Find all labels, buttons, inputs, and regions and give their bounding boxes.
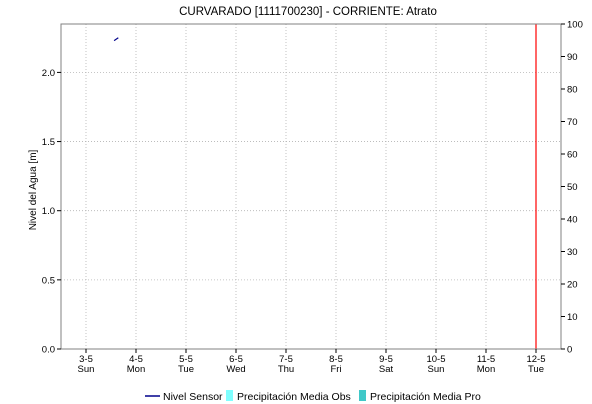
legend: Nivel Sensor Precipitación Media Obs Pre… bbox=[145, 390, 481, 403]
y-tick-label: 0.5 bbox=[42, 275, 55, 286]
left-y-axis: 0.0 0.5 1.0 1.5 2.0 bbox=[42, 68, 61, 356]
y2-tick-label: 70 bbox=[567, 117, 578, 128]
x-tick-label-day: Sun bbox=[428, 364, 445, 375]
x-tick-label-day: Wed bbox=[226, 364, 245, 375]
legend-label-nivel-sensor: Nivel Sensor bbox=[163, 391, 223, 403]
legend-item-precipitacion-obs: Precipitación Media Obs bbox=[226, 390, 351, 403]
legend-color-swatch bbox=[359, 390, 366, 401]
x-tick-label-day: Mon bbox=[127, 364, 145, 375]
y2-tick-label: 20 bbox=[567, 280, 578, 291]
y2-tick-label: 80 bbox=[567, 85, 578, 96]
plot-area bbox=[61, 24, 561, 349]
y-tick-label: 0.0 bbox=[42, 345, 55, 356]
x-tick-label-date: 6-5 bbox=[229, 354, 243, 365]
legend-color-swatch bbox=[226, 390, 233, 401]
series-line-nivel-sensor bbox=[113, 37, 119, 42]
legend-label-precipitacion-obs: Precipitación Media Obs bbox=[237, 391, 351, 403]
x-tick-label-day: Tue bbox=[178, 364, 194, 375]
x-tick-label-day: Sun bbox=[78, 364, 95, 375]
x-tick-label-date: 7-5 bbox=[279, 354, 293, 365]
right-y-axis: 0 10 20 30 40 50 60 70 80 90 100 bbox=[561, 20, 583, 356]
x-tick-label-date: 12-5 bbox=[526, 354, 545, 365]
y2-tick-label: 10 bbox=[567, 312, 578, 323]
y-tick-label: 2.0 bbox=[42, 68, 55, 79]
y2-tick-label: 60 bbox=[567, 150, 578, 161]
y-axis-label: Nivel del Agua [m] bbox=[28, 149, 39, 230]
x-tick-label-date: 11-5 bbox=[477, 354, 495, 365]
x-axis: 3-5Sun4-5Mon5-5Tue6-5Wed7-5Thu8-5Fri9-5S… bbox=[78, 349, 546, 375]
x-tick-label-day: Sat bbox=[379, 364, 394, 375]
y-tick-label: 1.0 bbox=[42, 206, 55, 217]
x-tick-label-date: 10-5 bbox=[426, 354, 445, 365]
chart-title: CURVARADO [1111700230] - CORRIENTE: Atra… bbox=[179, 6, 437, 18]
series-layer bbox=[113, 37, 119, 42]
y2-tick-label: 40 bbox=[567, 215, 578, 226]
x-tick-label-day: Tue bbox=[528, 364, 544, 375]
legend-label-precipitacion-pro: Precipitación Media Pro bbox=[370, 391, 481, 403]
y2-tick-label: 90 bbox=[567, 52, 578, 63]
y2-tick-label: 50 bbox=[567, 182, 578, 193]
x-tick-label-date: 5-5 bbox=[179, 354, 193, 365]
x-tick-label-date: 9-5 bbox=[379, 354, 393, 365]
x-tick-label-day: Fri bbox=[330, 364, 341, 375]
legend-item-precipitacion-pro: Precipitación Media Pro bbox=[359, 390, 481, 403]
y-tick-label: 1.5 bbox=[42, 137, 55, 148]
y2-tick-label: 30 bbox=[567, 247, 578, 258]
y2-tick-label: 100 bbox=[567, 20, 583, 31]
x-tick-label-date: 4-5 bbox=[129, 354, 143, 365]
x-tick-label-date: 8-5 bbox=[329, 354, 343, 365]
y2-tick-label: 0 bbox=[567, 345, 572, 356]
x-tick-label-day: Mon bbox=[477, 364, 495, 375]
x-tick-label-day: Thu bbox=[278, 364, 294, 375]
legend-item-nivel-sensor: Nivel Sensor bbox=[145, 391, 223, 403]
x-tick-label-date: 3-5 bbox=[79, 354, 93, 365]
